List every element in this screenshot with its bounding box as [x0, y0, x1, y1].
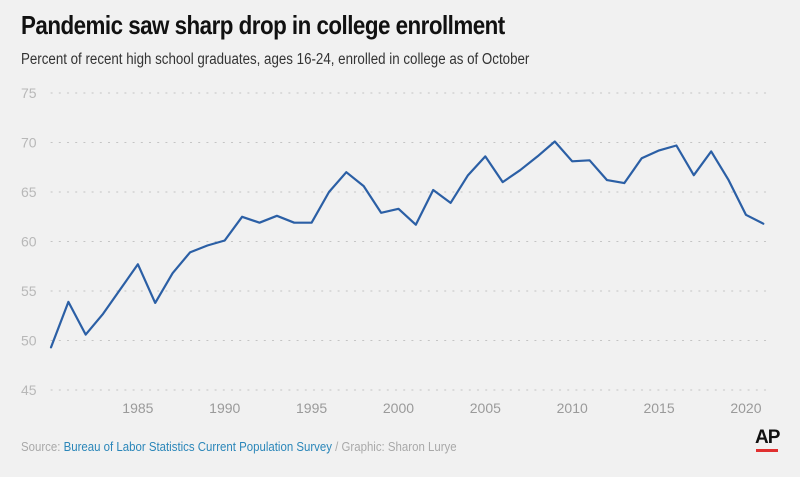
x-tick-label-1995: 1995 — [296, 400, 327, 416]
series-enrollment — [49, 140, 765, 349]
y-tick-label-70: 70 — [21, 135, 37, 151]
y-tick-label-55: 55 — [21, 283, 37, 299]
chart-title: Pandemic saw sharp drop in college enrol… — [21, 10, 505, 40]
x-tick-label-1985: 1985 — [122, 400, 153, 416]
ap-logo: AP — [755, 427, 780, 448]
chart-subtitle: Percent of recent high school graduates,… — [21, 51, 530, 68]
source-link[interactable]: Bureau of Labor Statistics Current Popul… — [63, 439, 332, 454]
x-tick-label-2015: 2015 — [643, 400, 674, 416]
y-tick-label-45: 45 — [21, 382, 37, 398]
x-tick-label-2000: 2000 — [383, 400, 414, 416]
ap-logo-accent-bar — [756, 449, 778, 452]
y-axis-tick-labels: 45 50 55 60 65 70 75 — [21, 85, 37, 398]
source-prefix: Source: — [21, 439, 64, 454]
graphic-credit: / Graphic: Sharon Lurye — [331, 439, 457, 454]
x-tick-label-2005: 2005 — [470, 400, 501, 416]
y-tick-label-65: 65 — [21, 184, 37, 200]
y-tick-label-60: 60 — [21, 234, 37, 250]
x-tick-label-2020: 2020 — [730, 400, 761, 416]
footer-source: Source: Bureau of Labor Statistics Curre… — [21, 439, 457, 454]
y-tick-label-75: 75 — [21, 85, 37, 101]
x-tick-label-1990: 1990 — [209, 400, 240, 416]
x-tick-label-2010: 2010 — [557, 400, 588, 416]
y-tick-label-50: 50 — [21, 333, 37, 349]
series-line — [49, 140, 765, 349]
x-axis-tick-labels: 1985 1990 1995 2000 2005 2010 2015 2020 — [122, 400, 761, 416]
grid-lines — [50, 92, 773, 391]
